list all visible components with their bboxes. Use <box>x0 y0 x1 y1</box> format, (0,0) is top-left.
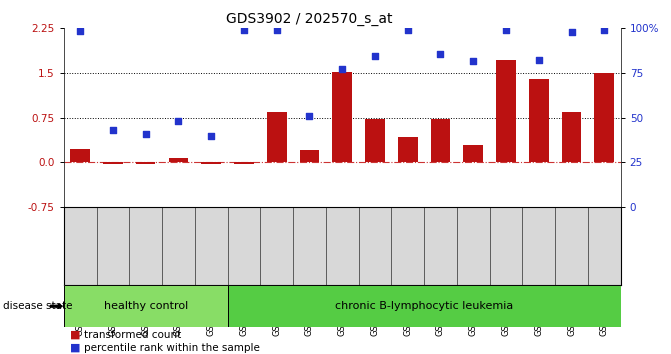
Text: ■: ■ <box>70 343 81 353</box>
Point <box>271 27 282 33</box>
Point <box>403 27 413 33</box>
Point <box>239 27 250 33</box>
Point <box>599 27 610 33</box>
Bar <box>398 137 417 162</box>
Point <box>370 53 380 59</box>
Point <box>107 127 118 132</box>
Bar <box>529 79 549 162</box>
Point <box>206 133 217 138</box>
Bar <box>431 120 450 162</box>
Point <box>304 113 315 119</box>
Text: percentile rank within the sample: percentile rank within the sample <box>84 343 260 353</box>
Bar <box>562 112 581 162</box>
Bar <box>64 285 227 327</box>
Bar <box>300 150 319 162</box>
Bar <box>464 144 483 162</box>
Text: disease state: disease state <box>3 301 73 311</box>
Text: healthy control: healthy control <box>103 301 188 311</box>
Point <box>501 27 511 33</box>
Point <box>140 131 151 137</box>
Text: chronic B-lymphocytic leukemia: chronic B-lymphocytic leukemia <box>335 301 513 311</box>
Point <box>566 30 577 35</box>
Text: ■: ■ <box>70 330 81 339</box>
Point <box>74 28 85 34</box>
Bar <box>234 162 254 164</box>
Bar <box>70 149 90 162</box>
Text: transformed count: transformed count <box>84 330 181 339</box>
Point <box>337 67 348 72</box>
Title: GDS3902 / 202570_s_at: GDS3902 / 202570_s_at <box>225 12 392 26</box>
Bar <box>168 158 189 162</box>
Bar <box>201 162 221 164</box>
Bar <box>227 285 621 327</box>
Point <box>173 118 184 124</box>
Point <box>435 51 446 57</box>
Bar <box>595 73 614 162</box>
Bar <box>267 112 287 162</box>
Bar <box>103 162 123 164</box>
Bar <box>496 60 516 162</box>
Point <box>533 57 544 63</box>
Bar <box>365 120 384 162</box>
Point <box>468 58 478 64</box>
Bar <box>136 162 156 164</box>
Bar <box>332 72 352 162</box>
